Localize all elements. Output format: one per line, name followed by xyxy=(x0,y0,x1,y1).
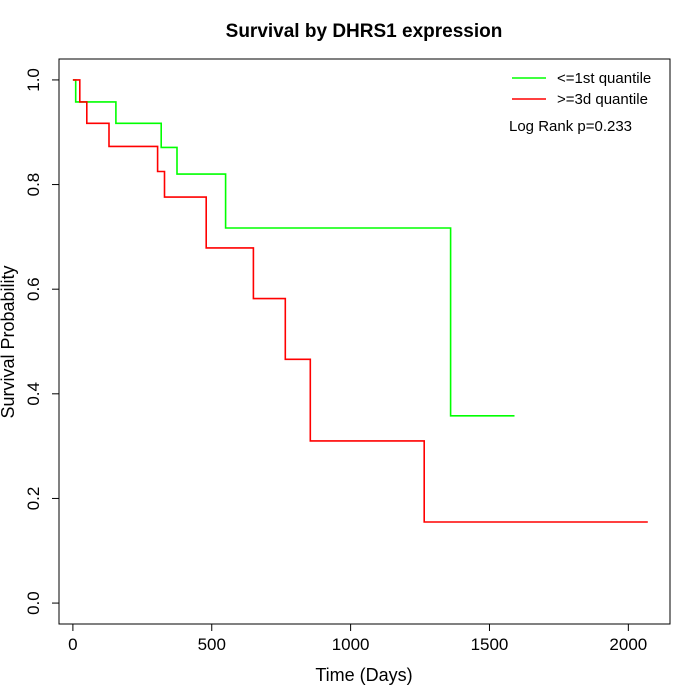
x-axis: 0 500 1000 1500 2000 xyxy=(68,623,647,654)
legend: <=1st quantile >=3d quantile xyxy=(512,70,651,108)
x-tick-label: 2000 xyxy=(609,635,647,654)
y-tick-label: 0.6 xyxy=(24,277,43,301)
y-axis-label: Survival Probability xyxy=(0,265,18,418)
y-axis: 0.0 0.2 0.4 0.6 0.8 1.0 xyxy=(24,68,60,615)
y-tick-label: 0.2 xyxy=(24,487,43,511)
y-tick-label: 1.0 xyxy=(24,68,43,92)
series-layer xyxy=(72,79,648,523)
series-line-2 xyxy=(72,79,648,523)
x-tick-label: 500 xyxy=(198,635,226,654)
series-line-1 xyxy=(72,79,515,417)
x-tick-label: 0 xyxy=(68,635,77,654)
x-tick-label: 1500 xyxy=(471,635,509,654)
legend-label-1: <=1st quantile xyxy=(557,70,651,87)
log-rank-annotation: Log Rank p=0.233 xyxy=(509,118,632,135)
y-tick-label: 0.0 xyxy=(24,591,43,615)
chart-title: Survival by DHRS1 expression xyxy=(226,21,503,42)
x-axis-label: Time (Days) xyxy=(315,665,412,685)
y-tick-label: 0.8 xyxy=(24,173,43,197)
x-tick-label: 1000 xyxy=(332,635,370,654)
plot-frame xyxy=(58,58,671,625)
legend-label-2: >=3d quantile xyxy=(557,91,648,108)
y-tick-label: 0.4 xyxy=(24,382,43,406)
